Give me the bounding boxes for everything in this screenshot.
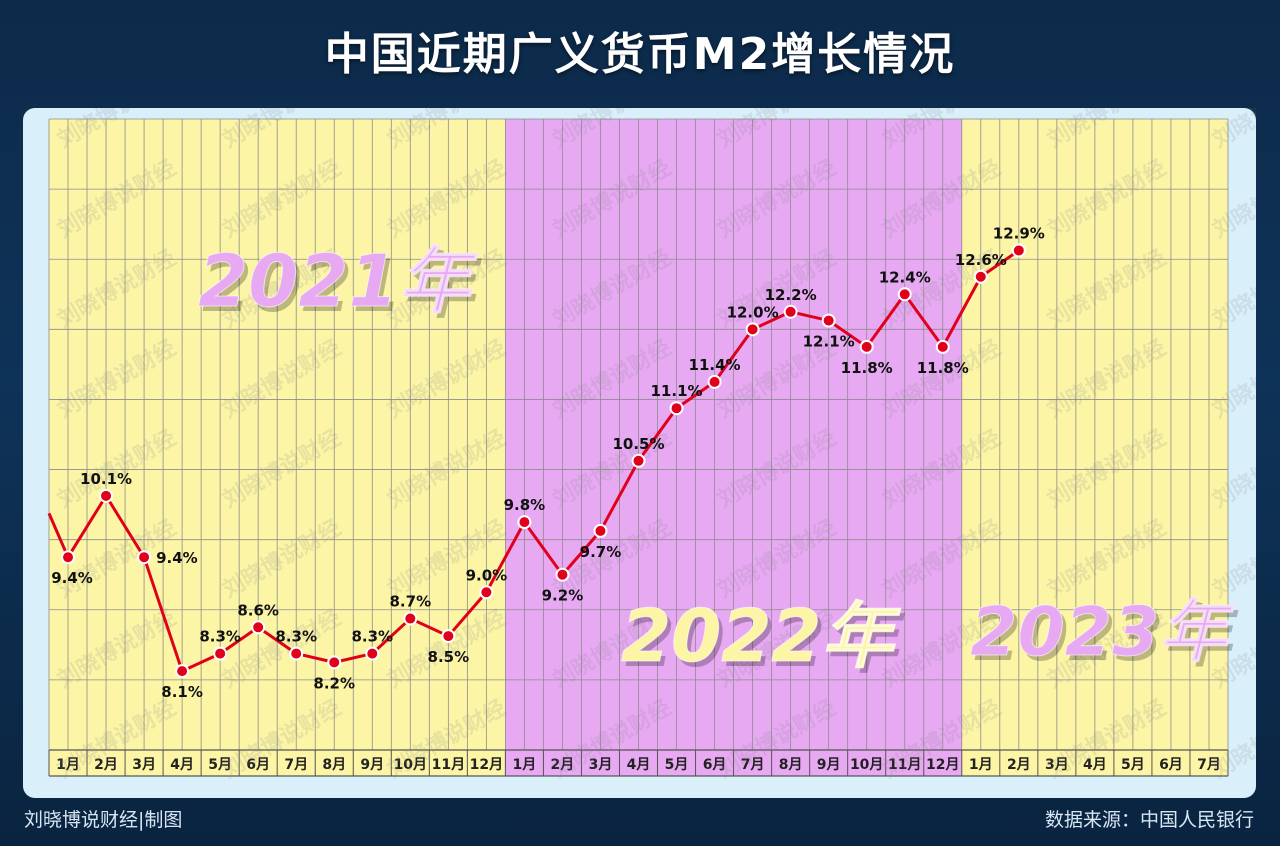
data-label: 12.0% (727, 303, 779, 321)
x-tick-label: 7月 (741, 757, 765, 773)
data-point (859, 339, 874, 354)
data-label: 8.2% (313, 674, 355, 692)
x-tick-label: 2月 (551, 757, 575, 773)
x-tick-label: 12月 (926, 757, 959, 773)
x-tick-label: 5月 (665, 757, 689, 773)
chart-panel: 1月 2月 3月 4月 5月 6月 7月 8月 9月 10月 11月 12月 1月 2月 3月 4月 5月 6月 7… (23, 108, 1256, 798)
data-label: 9.0% (466, 566, 508, 584)
data-point (479, 585, 494, 600)
m2-line-chart: 1月 2月 3月 4月 5月 6月 7月 8月 9月 10月 11月 12月 1月 2月 3月 4月 5月 6月 7… (47, 108, 1256, 783)
year-label: 2021年 (198, 239, 478, 323)
chart-title: 中国近期广义货币M2增长情况 (324, 29, 956, 80)
data-point (99, 488, 114, 503)
x-tick-label: 8月 (322, 757, 346, 773)
data-point (327, 655, 342, 670)
data-label: 10.5% (612, 435, 664, 453)
data-label: 12.6% (955, 251, 1007, 269)
x-tick-label: 2月 (94, 757, 118, 773)
data-point (137, 550, 152, 565)
data-point (403, 611, 418, 626)
data-point (935, 339, 950, 354)
x-tick-label: 12月 (470, 757, 503, 773)
x-tick-label: 9月 (360, 757, 384, 773)
data-point (289, 646, 304, 661)
data-label: 9.2% (542, 587, 584, 605)
data-label: 8.6% (237, 601, 279, 619)
data-label: 9.8% (504, 496, 546, 514)
data-point (555, 567, 570, 582)
x-tick-label: 2月 (1007, 757, 1031, 773)
x-tick-label: 6月 (703, 757, 727, 773)
x-tick-label: 1月 (969, 757, 993, 773)
data-point (251, 620, 266, 635)
data-label: 9.4% (156, 549, 198, 567)
year-label-shadow: 2023年 (974, 598, 1239, 677)
data-label: 9.7% (580, 543, 622, 561)
x-tick-label: 3月 (1045, 757, 1069, 773)
x-tick-label: 10月 (850, 757, 883, 773)
data-label: 8.3% (199, 628, 241, 646)
x-tick-label: 4月 (627, 757, 651, 773)
x-tick-label: 10月 (394, 757, 427, 773)
x-tick-label: 7月 (284, 757, 308, 773)
x-tick-label: 1月 (513, 757, 537, 773)
x-tick-label: 3月 (589, 757, 613, 773)
x-tick-label: 5月 (1121, 757, 1145, 773)
data-point (593, 523, 608, 538)
year-label-shadow: 2022年 (625, 599, 905, 683)
x-tick-label: 5月 (208, 757, 232, 773)
data-label: 11.1% (651, 382, 703, 400)
data-point (745, 322, 760, 337)
data-point (821, 313, 836, 328)
data-point (669, 401, 684, 416)
x-tick-label: 6月 (246, 757, 270, 773)
x-tick-label: 11月 (432, 757, 465, 773)
data-label: 12.1% (803, 333, 855, 351)
data-label: 11.4% (689, 356, 741, 374)
year-label: 2023年 (970, 593, 1235, 672)
data-label: 8.3% (275, 628, 317, 646)
data-point (1011, 243, 1026, 258)
x-tick-label: 4月 (1083, 757, 1107, 773)
data-point (517, 515, 532, 530)
x-tick-label: 3月 (132, 757, 156, 773)
data-label: 10.1% (80, 470, 132, 488)
x-tick-label: 1月 (56, 757, 80, 773)
data-point (175, 664, 190, 679)
year-label: 2022年 (621, 594, 901, 678)
data-label: 12.4% (879, 268, 931, 286)
x-tick-label: 6月 (1159, 757, 1183, 773)
data-point (897, 287, 912, 302)
x-tick-label: 8月 (779, 757, 803, 773)
data-label: 11.8% (917, 359, 969, 377)
data-point (783, 304, 798, 319)
data-label: 8.1% (161, 683, 203, 701)
data-label: 11.8% (841, 359, 893, 377)
year-label-shadow: 2021年 (202, 244, 482, 328)
credit-text: 刘晓博说财经|制图 (24, 809, 183, 831)
source-text: 数据来源：中国人民银行 (1044, 809, 1254, 831)
data-point (707, 374, 722, 389)
x-tick-label: 4月 (170, 757, 194, 773)
data-label: 12.2% (765, 286, 817, 304)
data-point (365, 646, 380, 661)
data-point (61, 550, 76, 565)
x-tick-label: 9月 (817, 757, 841, 773)
data-point (631, 453, 646, 468)
data-point (213, 646, 228, 661)
data-point (441, 629, 456, 644)
data-label: 12.9% (993, 224, 1045, 242)
data-label: 8.7% (390, 593, 432, 611)
data-point (973, 269, 988, 284)
data-label: 9.4% (51, 569, 93, 587)
x-tick-label: 11月 (888, 757, 921, 773)
data-label: 8.3% (351, 628, 393, 646)
x-tick-label: 7月 (1197, 757, 1221, 773)
data-label: 8.5% (428, 648, 470, 666)
